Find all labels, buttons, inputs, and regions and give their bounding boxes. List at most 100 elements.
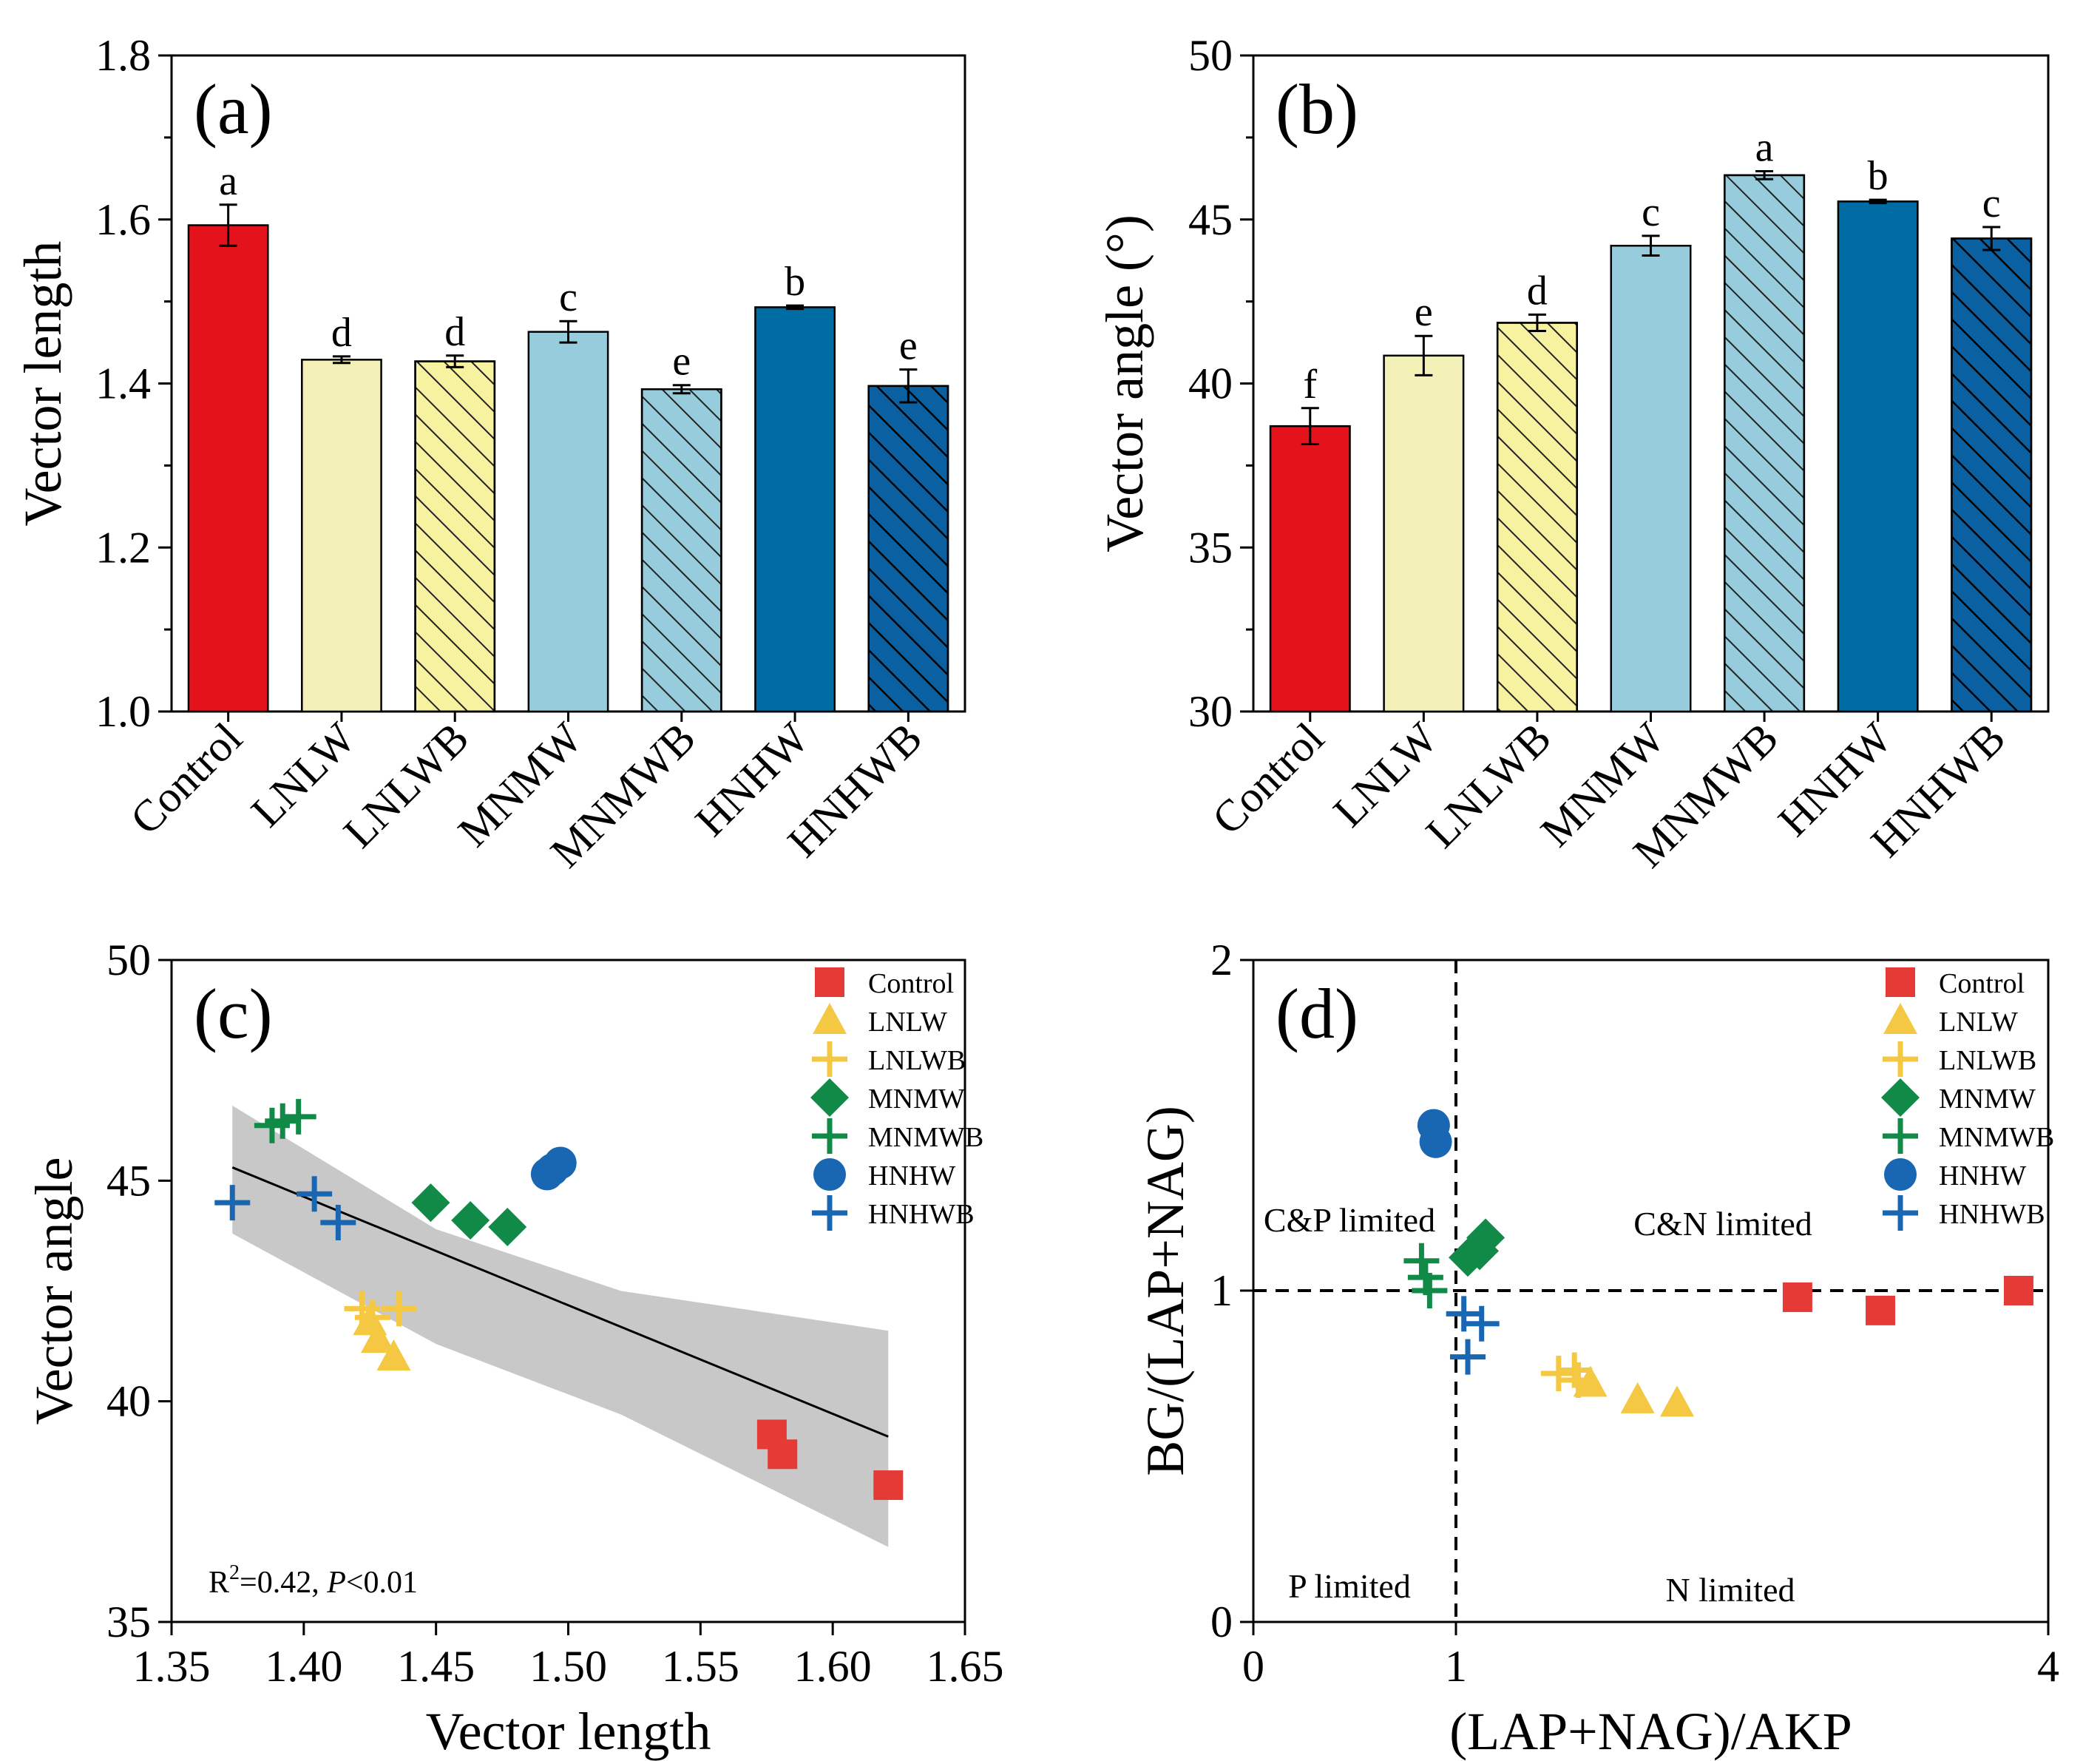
bar-hnhw <box>754 306 836 713</box>
legend-label: HNHW <box>1939 1160 2026 1192</box>
significance-letter: b <box>1868 153 1889 199</box>
region-label: N limited <box>1665 1571 1795 1609</box>
significance-letter: f <box>1303 362 1317 408</box>
legend-label: HNHWB <box>868 1199 975 1230</box>
bar-lnlw <box>301 359 382 713</box>
significance-letter: d <box>1527 268 1548 314</box>
bar-lnlw <box>1383 354 1465 713</box>
bar-hatch-mnmwb <box>640 388 722 713</box>
point-hnhwb <box>1463 1305 1500 1342</box>
point-mnmwb <box>1403 1243 1440 1279</box>
panel-d-scatter-plot: 0 1 4 0 1 2 (LAP+NAG)/AKP BG/(LAP+NAG) (d) C&P li… <box>1136 936 2059 1761</box>
point-lnlw <box>360 1322 395 1353</box>
y-tick-label: 45 <box>106 1156 151 1205</box>
point-hnhwb <box>297 1176 333 1212</box>
point-hnhwb <box>320 1205 356 1241</box>
bar-control <box>1269 425 1351 713</box>
legend-marker-lnlwb <box>1883 1041 1918 1077</box>
point-lnlw <box>376 1339 411 1370</box>
legend-marker-mnmw <box>1881 1078 1920 1117</box>
point-hnhwb <box>1446 1296 1482 1332</box>
y-axis-title: Vector angle (°) <box>1095 214 1154 552</box>
point-mnmw <box>451 1201 490 1240</box>
point-mnmwb <box>1412 1273 1448 1308</box>
r2-prefix: R <box>209 1566 229 1600</box>
y-tick-label: 1.8 <box>95 31 151 80</box>
significance-letter: a <box>1755 125 1774 171</box>
y-tick-label: 1.6 <box>95 195 151 244</box>
legend-label: MNMWB <box>868 1122 983 1153</box>
y-tick-label: 40 <box>1188 359 1233 408</box>
y-tick-label: 45 <box>1188 195 1233 244</box>
p-value: <0.01 <box>346 1566 418 1600</box>
legend-marker-lnlw <box>813 1003 847 1034</box>
legend-marker-hnhwb <box>812 1195 847 1231</box>
significance-letter: d <box>444 309 465 355</box>
significance-letter: e <box>1415 289 1433 335</box>
legend-marker-hnhw <box>813 1158 846 1191</box>
point-control <box>2003 1276 2033 1305</box>
legend-marker-control <box>1886 967 1915 997</box>
legend-marker-hnhwb <box>1883 1195 1918 1231</box>
bar-mnmw <box>1610 244 1692 713</box>
region-label: P limited <box>1288 1567 1411 1605</box>
legend-label: Control <box>868 968 954 999</box>
x-tick-label: 1.45 <box>397 1642 475 1691</box>
point-lnlw <box>1620 1382 1655 1413</box>
bar-mnmw <box>527 331 609 713</box>
panel-label: (a) <box>194 70 273 149</box>
point-lnlwb <box>1560 1362 1596 1398</box>
x-tick-label: LNLWB <box>1417 714 1560 857</box>
y-tick-label: 40 <box>106 1377 151 1426</box>
panel-c-scatter-plot: 1.35 1.40 1.45 1.50 1.55 1.60 1.65 35 40 45 50 Vect… <box>24 936 1004 1761</box>
y-axis-title: Vector angle <box>24 1157 84 1425</box>
point-lnlwb <box>381 1291 417 1327</box>
x-tick-label: 1.65 <box>927 1642 1004 1691</box>
point-mnmw <box>1466 1218 1505 1257</box>
significance-letter: e <box>899 323 918 369</box>
y-tick-label: 35 <box>106 1598 151 1646</box>
point-hnhw <box>1419 1125 1452 1158</box>
y-tick-label: 0 <box>1210 1598 1233 1646</box>
significance-letter: c <box>559 274 578 320</box>
point-hnhw <box>543 1146 577 1180</box>
significance-letter: c <box>1982 180 2001 226</box>
confidence-band <box>232 1105 889 1547</box>
y-tick-label: 50 <box>106 936 151 984</box>
legend-marker-mnmwb <box>812 1118 847 1154</box>
legend-marker-lnlwb <box>812 1041 847 1077</box>
significance-letter: c <box>1642 189 1660 235</box>
significance-letter: d <box>331 310 352 356</box>
significance-letter: b <box>785 259 805 305</box>
bar-hatch-lnlwb <box>1496 322 1578 713</box>
y-tick-label: 35 <box>1188 523 1233 572</box>
r2-value: =0.42, <box>240 1566 327 1600</box>
x-tick-label: 1.50 <box>529 1642 607 1691</box>
legend-label: MNMW <box>1939 1084 2036 1115</box>
point-hnhwb <box>1450 1339 1486 1375</box>
y-tick-label: 1.0 <box>95 687 151 736</box>
legend-label: MNMWB <box>1939 1122 2054 1153</box>
legend-marker-control <box>815 967 844 997</box>
legend-label: LNLW <box>1939 1007 2018 1038</box>
panel-label: (c) <box>194 974 273 1053</box>
x-axis-title: (LAP+NAG)/AKP <box>1449 1702 1852 1761</box>
point-control <box>1782 1282 1812 1312</box>
point-mnmw <box>488 1207 527 1246</box>
stats-annotation: R2=0.42, P<0.01 <box>209 1561 418 1600</box>
y-tick-label: 1 <box>1210 1266 1233 1315</box>
legend-label: Control <box>1939 968 2025 999</box>
point-control <box>768 1439 798 1470</box>
point-control <box>1866 1295 1896 1325</box>
bar-hnhw <box>1837 200 1919 713</box>
x-tick-label: LNLWB <box>334 714 478 857</box>
x-tick-label: 1.60 <box>794 1642 872 1691</box>
x-tick-label: 1 <box>1445 1642 1467 1691</box>
point-mnmwb <box>265 1103 301 1139</box>
x-tick-label: 4 <box>2037 1642 2059 1691</box>
point-mnmw <box>411 1183 450 1223</box>
point-lnlwb <box>1540 1356 1576 1391</box>
